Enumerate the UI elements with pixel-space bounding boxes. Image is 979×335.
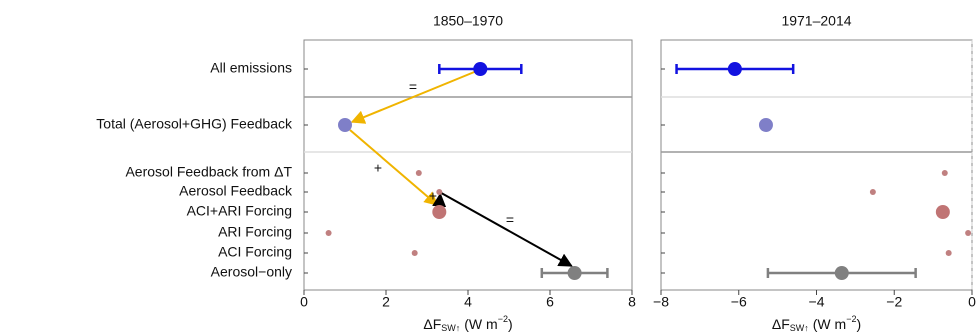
- annotation: +: [429, 188, 437, 204]
- y-tick-label: ARI Forcing: [218, 224, 292, 240]
- dot: [869, 189, 876, 195]
- x-tick-label: 0: [968, 294, 976, 310]
- arrow: [440, 192, 573, 267]
- x-tick-label: −8: [653, 294, 669, 310]
- dot: [338, 118, 352, 132]
- annotation: =: [506, 212, 514, 228]
- dot: [567, 266, 582, 280]
- x-tick-label: 4: [464, 294, 472, 310]
- y-tick-label: ACI+ARI Forcing: [187, 203, 292, 219]
- dot: [834, 266, 849, 280]
- panel-title: 1850–1970: [433, 13, 503, 29]
- y-tick-label: Aerosol−only: [211, 264, 292, 280]
- y-tick-label: Total (Aerosol+GHG) Feedback: [96, 116, 293, 132]
- dot: [727, 62, 742, 76]
- x-axis-label: ΔFSW↑ (W m−2): [423, 314, 512, 333]
- x-label-unit: (W m: [464, 316, 497, 332]
- x-label-main: ΔF: [423, 316, 441, 332]
- y-tick-label: Aerosol Feedback from ΔT: [125, 164, 292, 180]
- dot: [411, 250, 418, 256]
- annotation: =: [409, 79, 417, 95]
- x-label-close: ): [856, 316, 861, 332]
- dot: [935, 205, 950, 219]
- x-tick-label: −2: [886, 294, 902, 310]
- arrow: [350, 71, 475, 124]
- dot: [432, 205, 447, 219]
- arrow: [432, 192, 447, 208]
- x-label-main: ΔF: [772, 316, 790, 332]
- x-tick-label: 0: [300, 294, 308, 310]
- x-axis-label: ΔFSW↑ (W m−2): [772, 314, 861, 333]
- panel-frame: [660, 39, 973, 291]
- dot: [415, 170, 422, 176]
- panel-title: 1971–2014: [781, 13, 851, 29]
- y-tick-label: All emissions: [210, 60, 292, 76]
- y-tick-label: ACI Forcing: [218, 244, 292, 260]
- dot: [436, 189, 443, 195]
- x-label-sup: −2: [498, 314, 508, 324]
- arrow: [349, 129, 439, 206]
- dot: [473, 62, 488, 76]
- dot: [945, 250, 952, 256]
- y-tick-label: Aerosol Feedback: [179, 183, 293, 199]
- x-tick-label: −6: [731, 294, 747, 310]
- x-tick-label: 2: [382, 294, 390, 310]
- x-label-close: ): [508, 316, 513, 332]
- x-label-sup: −2: [846, 314, 856, 324]
- x-label-sub: SW↑: [790, 323, 809, 333]
- x-label-unit: (W m: [813, 316, 846, 332]
- x-tick-label: −4: [809, 294, 825, 310]
- dot: [965, 230, 972, 236]
- annotation: +: [374, 160, 382, 176]
- dot: [758, 118, 773, 132]
- x-tick-label: 6: [546, 294, 554, 310]
- dot: [325, 230, 332, 236]
- dot: [941, 170, 948, 176]
- panel-frame: [303, 39, 633, 291]
- x-tick-label: 8: [628, 294, 636, 310]
- x-label-sub: SW↑: [441, 323, 460, 333]
